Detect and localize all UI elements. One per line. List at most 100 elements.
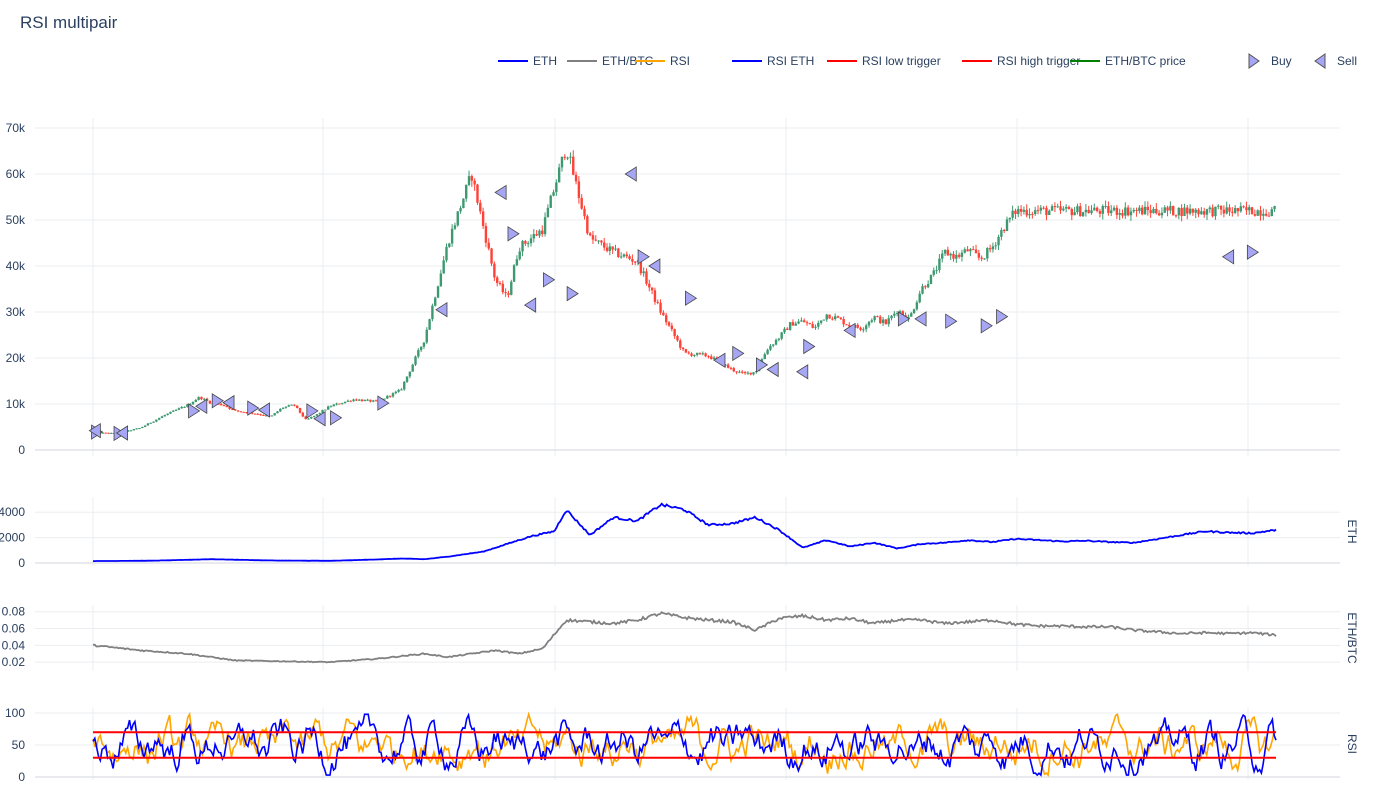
candle-body [132, 429, 136, 431]
candle-body [560, 156, 564, 168]
sell-marker [222, 394, 235, 411]
candle-body [969, 249, 972, 252]
candle-body [1087, 209, 1090, 214]
candle-body [783, 328, 786, 333]
candle-body [741, 371, 744, 373]
candle-body [397, 389, 400, 392]
candle-body [574, 174, 578, 182]
series-line-eth [93, 502, 1277, 562]
candle-body [1070, 208, 1073, 216]
candle-body [648, 283, 651, 288]
candle-body [800, 320, 803, 322]
candle-body [1177, 207, 1181, 216]
candle-body [1124, 207, 1127, 216]
panel-side-label: ETH [1345, 520, 1359, 544]
candle-body [473, 180, 476, 185]
candle-body [591, 235, 595, 240]
candle-body [803, 320, 806, 323]
chart-panels: 010k20k30k40k50k60k70k020004000ETH0.020.… [0, 118, 1359, 784]
sell-marker [435, 301, 448, 318]
candle-body [510, 281, 513, 295]
candle-body [580, 197, 583, 209]
candle-body [1076, 206, 1079, 213]
candle-body [701, 353, 705, 355]
candle-body [695, 352, 699, 355]
candle-body [577, 181, 581, 198]
legend[interactable]: ETH ETH/BTC RSI RSI ETH RSI low trigger RSI h… [498, 53, 1357, 69]
candle-body [1126, 207, 1130, 216]
candle-body [791, 322, 795, 326]
candle-body [988, 248, 992, 250]
candle-body [1115, 207, 1119, 215]
candle-body [250, 412, 254, 414]
candle-body [1110, 210, 1113, 214]
candle-body [191, 401, 195, 405]
candle-body [864, 325, 868, 330]
candle-body [1231, 211, 1234, 213]
candle-body [127, 430, 130, 432]
y-tick-label: 100 [5, 706, 25, 720]
candle-body [749, 372, 752, 375]
candle-body [777, 338, 781, 340]
candle-body [431, 305, 434, 320]
candle-body [611, 246, 614, 250]
candle-body [910, 313, 913, 317]
candle-body [543, 217, 547, 235]
candle-body [1121, 213, 1124, 216]
candle-body [1067, 206, 1071, 209]
candle-body [879, 316, 882, 324]
candle-body [493, 263, 496, 278]
candle-body [279, 408, 282, 412]
candle-body [867, 321, 871, 326]
legend-label: RSI low trigger [862, 54, 941, 68]
candle-body [1059, 206, 1062, 211]
candle-body [338, 403, 341, 405]
buy-marker [247, 400, 260, 416]
candle-body [1152, 208, 1155, 214]
buy-marker [377, 395, 390, 411]
candle-body [625, 254, 628, 257]
candle-body [129, 430, 133, 432]
candle-body [1267, 215, 1271, 217]
candle-body [994, 245, 997, 247]
candle-body [805, 322, 809, 324]
candle-body [445, 246, 448, 261]
candle-body [1169, 205, 1172, 211]
candle-body [155, 419, 158, 422]
y-tick-label: 0 [18, 443, 25, 457]
candle-body [324, 409, 327, 411]
candle-body [1135, 209, 1138, 211]
candle-body [788, 322, 792, 330]
candle-body [817, 322, 820, 327]
candle-body [1104, 206, 1107, 208]
candle-body [895, 313, 899, 315]
buy-marker [188, 403, 201, 419]
candle-body [284, 406, 288, 408]
candle-body [1242, 206, 1245, 208]
candle-body [656, 301, 659, 303]
candle-body [1248, 207, 1251, 211]
candle-body [152, 421, 155, 423]
y-tick-label: 2000 [0, 531, 25, 545]
candle-body [1239, 206, 1242, 212]
y-tick-label: 60k [6, 167, 26, 181]
candle-body [490, 248, 493, 264]
candle-body [450, 228, 454, 244]
candle-body [603, 242, 606, 248]
legend-label: ETH/BTC price [1105, 54, 1186, 68]
candle-body [1225, 207, 1228, 214]
candle-body [383, 398, 386, 400]
buy-marker [211, 393, 224, 409]
candle-body [135, 428, 138, 430]
candle-body [1064, 206, 1068, 209]
candle-body [425, 329, 428, 343]
candle-body [1014, 210, 1017, 214]
candle-body [653, 290, 657, 302]
candle-body [225, 405, 228, 408]
buy-marker [685, 290, 698, 306]
candle-body [146, 423, 150, 426]
series-line-ethbtc [92, 611, 1277, 664]
candle-body [1259, 210, 1262, 216]
candle-body [763, 354, 766, 360]
candle-body [1090, 210, 1093, 214]
